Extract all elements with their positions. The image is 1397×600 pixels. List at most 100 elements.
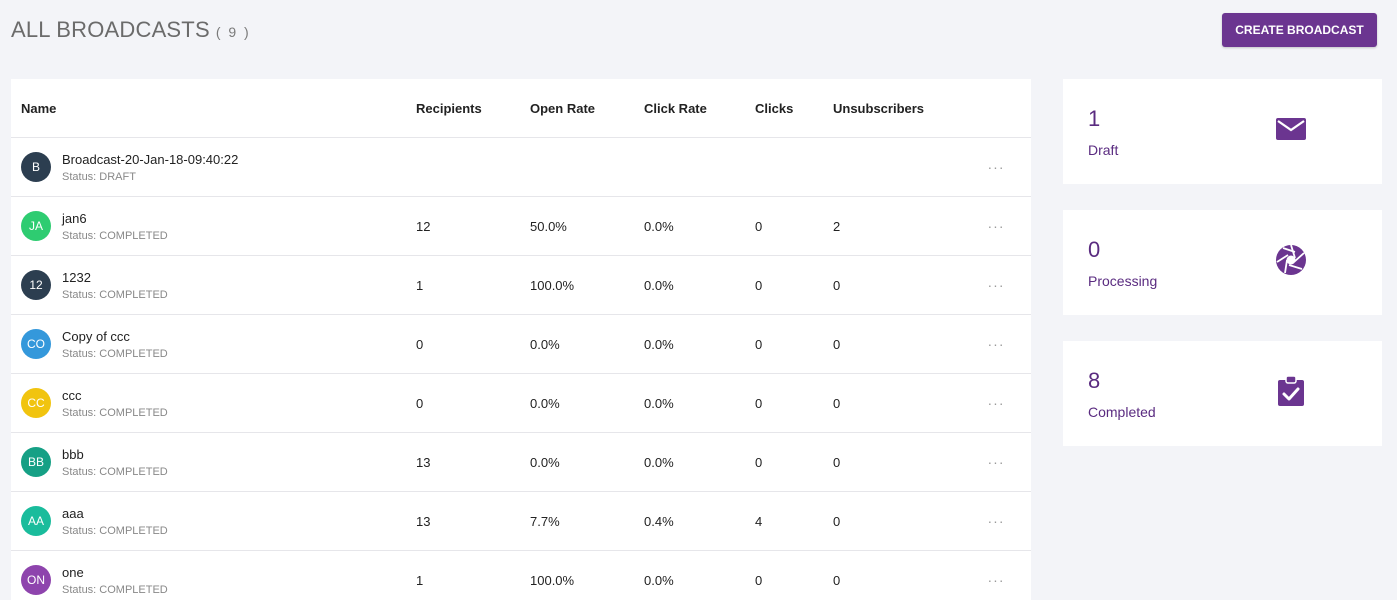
recipients-value: 13: [416, 513, 431, 529]
recipients-value: 0: [416, 336, 424, 352]
aperture-icon: [1276, 244, 1306, 275]
table-row[interactable]: B Broadcast-20-Jan-18-09:40:22 Status: D…: [11, 138, 1031, 197]
avatar: B: [21, 152, 51, 182]
avatar: CO: [21, 329, 51, 359]
broadcast-name-block: jan6 Status: COMPLETED: [62, 211, 168, 243]
avatar: JA: [21, 211, 51, 241]
click-rate-value: 0.0%: [644, 395, 674, 411]
more-options-icon[interactable]: ···: [987, 395, 1005, 411]
more-options-icon[interactable]: ···: [987, 277, 1005, 293]
table-header-row: Name Recipients Open Rate Click Rate Cli…: [11, 79, 1031, 138]
more-options-icon[interactable]: ···: [987, 572, 1005, 588]
unsubscribers-value: 0: [833, 277, 841, 293]
click-rate-value: 0.0%: [644, 454, 674, 470]
recipients-value: 12: [416, 218, 431, 234]
click-rate-value: 0.0%: [644, 336, 674, 352]
broadcast-count: ( 9 ): [215, 24, 251, 40]
broadcast-name[interactable]: ccc: [62, 388, 82, 403]
broadcast-status: Status: COMPLETED: [62, 466, 168, 478]
table-row[interactable]: 12 1232 Status: COMPLETED 1 100.0% 0.0% …: [11, 256, 1031, 315]
table-row[interactable]: ON one Status: COMPLETED 1 100.0% 0.0% 0…: [11, 551, 1031, 600]
avatar: ON: [21, 565, 51, 595]
unsubscribers-value: 0: [833, 336, 841, 352]
draft-label: Draft: [1088, 142, 1119, 158]
stat-card-draft[interactable]: 1 Draft: [1063, 79, 1382, 184]
unsubscribers-value: 0: [833, 454, 841, 470]
broadcast-status: Status: COMPLETED: [62, 289, 168, 301]
avatar: 12: [21, 270, 51, 300]
open-rate-value: 50.0%: [530, 218, 567, 234]
page-header: ALL BROADCASTS ( 9 ): [11, 17, 251, 43]
open-rate-value: 100.0%: [530, 572, 575, 588]
table-row[interactable]: AA aaa Status: COMPLETED 13 7.7% 0.4% 4 …: [11, 492, 1031, 551]
broadcast-name[interactable]: Broadcast-20-Jan-18-09:40:22: [62, 152, 239, 167]
open-rate-value: 100.0%: [530, 277, 575, 293]
create-broadcast-button[interactable]: CREATE BROADCAST: [1222, 13, 1377, 47]
table-row[interactable]: JA jan6 Status: COMPLETED 12 50.0% 0.0% …: [11, 197, 1031, 256]
broadcast-status: Status: COMPLETED: [62, 407, 168, 419]
column-header-open-rate[interactable]: Open Rate: [530, 100, 596, 116]
more-options-icon[interactable]: ···: [987, 218, 1005, 234]
broadcast-name[interactable]: Copy of ccc: [62, 329, 130, 344]
table-row[interactable]: CC ccc Status: COMPLETED 0 0.0% 0.0% 0 0…: [11, 374, 1031, 433]
broadcast-status: Status: DRAFT: [62, 171, 136, 183]
broadcast-name-block: bbb Status: COMPLETED: [62, 447, 168, 479]
broadcast-name-block: aaa Status: COMPLETED: [62, 506, 168, 538]
stat-card-processing[interactable]: 0 Processing: [1063, 210, 1382, 315]
clipboard-check-icon: [1278, 375, 1304, 406]
draft-count: 1: [1088, 106, 1101, 131]
avatar: CC: [21, 388, 51, 418]
avatar: AA: [21, 506, 51, 536]
column-header-click-rate[interactable]: Click Rate: [644, 100, 707, 116]
clicks-value: 0: [755, 336, 763, 352]
broadcast-name-block: Broadcast-20-Jan-18-09:40:22 Status: DRA…: [62, 152, 238, 184]
table-row[interactable]: CO Copy of ccc Status: COMPLETED 0 0.0% …: [11, 315, 1031, 374]
more-options-icon[interactable]: ···: [987, 454, 1005, 470]
table-row[interactable]: BB bbb Status: COMPLETED 13 0.0% 0.0% 0 …: [11, 433, 1031, 492]
clicks-value: 0: [755, 277, 763, 293]
broadcast-name[interactable]: aaa: [62, 506, 84, 521]
recipients-value: 1: [416, 572, 424, 588]
open-rate-value: 0.0%: [530, 395, 560, 411]
open-rate-value: 0.0%: [530, 454, 560, 470]
recipients-value: 13: [416, 454, 431, 470]
recipients-value: 1: [416, 277, 424, 293]
completed-count: 8: [1088, 368, 1101, 393]
broadcast-name-block: one Status: COMPLETED: [62, 565, 168, 597]
broadcast-status: Status: COMPLETED: [62, 348, 168, 360]
processing-label: Processing: [1088, 273, 1158, 289]
unsubscribers-value: 0: [833, 513, 841, 529]
column-header-name[interactable]: Name: [21, 100, 57, 116]
broadcast-name-block: Copy of ccc Status: COMPLETED: [62, 329, 168, 361]
clicks-value: 0: [755, 572, 763, 588]
broadcast-status: Status: COMPLETED: [62, 230, 168, 242]
broadcast-name[interactable]: 1232: [62, 270, 91, 285]
click-rate-value: 0.0%: [644, 218, 674, 234]
processing-count: 0: [1088, 237, 1101, 262]
broadcast-name-block: ccc Status: COMPLETED: [62, 388, 168, 420]
clicks-value: 0: [755, 218, 763, 234]
more-options-icon[interactable]: ···: [987, 336, 1005, 352]
broadcast-name-block: 1232 Status: COMPLETED: [62, 270, 168, 302]
page-title: ALL BROADCASTS: [11, 17, 210, 42]
table-body: B Broadcast-20-Jan-18-09:40:22 Status: D…: [11, 138, 1031, 600]
column-header-recipients[interactable]: Recipients: [416, 100, 482, 116]
more-options-icon[interactable]: ···: [987, 159, 1005, 175]
unsubscribers-value: 2: [833, 218, 841, 234]
click-rate-value: 0.0%: [644, 277, 674, 293]
stat-card-completed[interactable]: 8 Completed: [1063, 341, 1382, 446]
recipients-value: 0: [416, 395, 424, 411]
more-options-icon[interactable]: ···: [987, 513, 1005, 529]
broadcast-name[interactable]: jan6: [62, 211, 87, 226]
open-rate-value: 0.0%: [530, 336, 560, 352]
avatar: BB: [21, 447, 51, 477]
broadcast-name[interactable]: one: [62, 565, 84, 580]
broadcast-status: Status: COMPLETED: [62, 584, 168, 596]
clicks-value: 0: [755, 395, 763, 411]
unsubscribers-value: 0: [833, 572, 841, 588]
clicks-value: 0: [755, 454, 763, 470]
column-header-unsubscribers[interactable]: Unsubscribers: [833, 100, 925, 116]
broadcast-name[interactable]: bbb: [62, 447, 84, 462]
broadcasts-table: Name Recipients Open Rate Click Rate Cli…: [11, 79, 1031, 600]
column-header-clicks[interactable]: Clicks: [755, 100, 794, 116]
